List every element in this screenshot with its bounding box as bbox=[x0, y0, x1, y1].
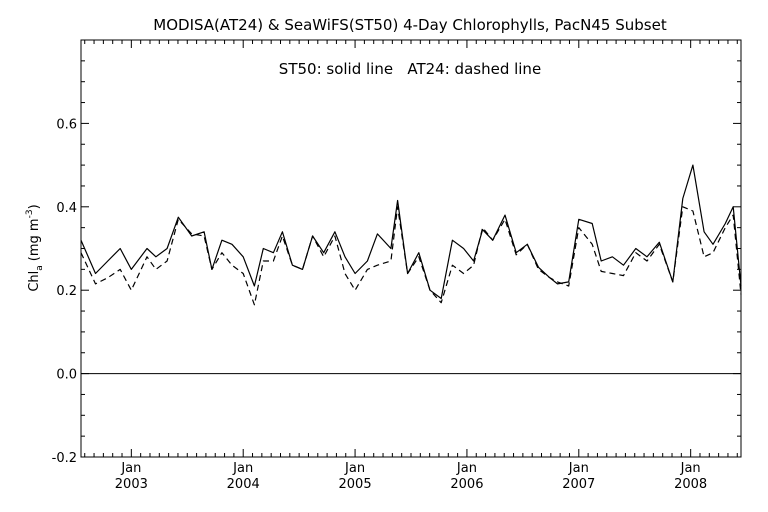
series-line-at24 bbox=[80, 206, 742, 306]
y-tick-label: 0.2 bbox=[56, 284, 77, 299]
x-tick-label-year: 2008 bbox=[674, 477, 707, 492]
x-tick-label-month: Jan bbox=[456, 461, 477, 476]
y-axis-label: Chla(mg m-3) bbox=[25, 204, 45, 291]
y-axis: -0.2 0.0 0.2 0.4 0.6 bbox=[52, 60, 741, 466]
x-tick-label-month: Jan bbox=[344, 461, 365, 476]
plot-frame bbox=[80, 39, 742, 458]
x-tick-label-month: Jan bbox=[680, 461, 701, 476]
y-tick-label: 0.0 bbox=[56, 368, 77, 383]
x-tick-label-year: 2003 bbox=[115, 477, 148, 492]
x-tick-label-year: 2005 bbox=[339, 477, 372, 492]
y-tick-label: 0.6 bbox=[56, 117, 77, 132]
series-line-st50 bbox=[80, 164, 742, 300]
y-tick-label: -0.2 bbox=[52, 451, 77, 466]
legend-annotation: ST50: solid line AT24: dashed line bbox=[279, 60, 541, 78]
x-axis: Jan2003Jan2004Jan2005Jan2006Jan2007Jan20… bbox=[84, 40, 738, 492]
series-group bbox=[80, 164, 742, 306]
x-tick-label-month: Jan bbox=[568, 461, 589, 476]
x-tick-label-year: 2007 bbox=[562, 477, 595, 492]
x-tick-label-year: 2004 bbox=[227, 477, 260, 492]
x-tick-label-month: Jan bbox=[232, 461, 253, 476]
y-tick-label: 0.4 bbox=[56, 201, 77, 216]
x-tick-label-year: 2006 bbox=[450, 477, 483, 492]
chart-title: MODISA(AT24) & SeaWiFS(ST50) 4-Day Chlor… bbox=[153, 16, 667, 34]
x-tick-label-month: Jan bbox=[120, 461, 141, 476]
